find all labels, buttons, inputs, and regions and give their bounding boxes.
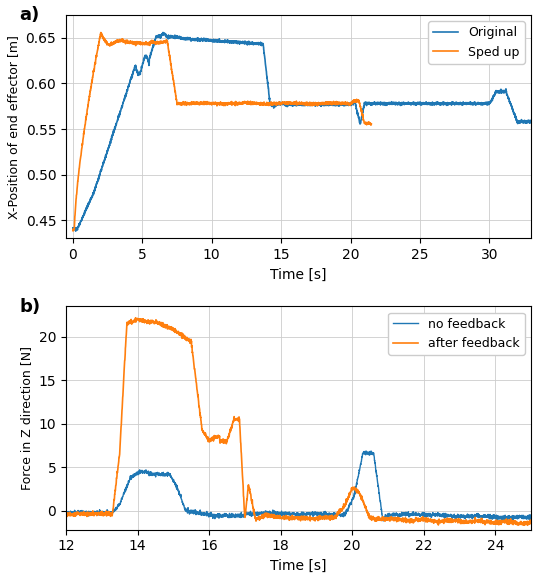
Original [486,100,492,107]
Original [496,89,502,96]
no feedback [126,476,133,483]
after feedback [132,314,139,321]
Original [528,119,534,126]
Sped up [339,99,345,106]
no feedback [435,509,441,516]
Legend: no feedback, after feedback: no feedback, after feedback [388,313,525,355]
X-axis label: Time [s]: Time [s] [270,559,327,573]
after feedback [528,520,534,527]
no feedback [166,470,172,477]
no feedback [425,511,431,518]
after feedback [166,325,172,332]
Legend: Original, Sped up: Original, Sped up [428,21,525,64]
Line: after feedback: after feedback [66,318,531,525]
no feedback [369,451,375,458]
Text: b): b) [19,298,40,316]
Y-axis label: X-Position of end effector [m]: X-Position of end effector [m] [7,35,20,219]
Sped up [183,100,189,107]
X-axis label: Time [s]: Time [s] [270,267,327,282]
Y-axis label: Force in Z direction [N]: Force in Z direction [N] [20,346,33,490]
after feedback [89,510,95,517]
after feedback [63,509,69,516]
Original [183,34,189,41]
Line: no feedback: no feedback [66,451,531,521]
Original [160,29,166,36]
no feedback [363,448,369,455]
after feedback [434,518,441,525]
Original [517,118,523,125]
Text: a): a) [19,6,40,24]
Original [175,34,181,41]
Line: Sped up: Sped up [73,32,371,231]
no feedback [528,516,534,523]
Sped up [70,227,76,234]
after feedback [424,516,431,523]
Original [70,224,76,231]
no feedback [89,510,95,517]
after feedback [126,318,133,325]
after feedback [524,522,530,529]
Original [339,100,346,107]
after feedback [369,517,375,524]
Original [73,228,79,235]
Line: Original: Original [73,32,531,231]
no feedback [63,507,69,514]
Sped up [174,100,181,107]
no feedback [380,517,386,524]
